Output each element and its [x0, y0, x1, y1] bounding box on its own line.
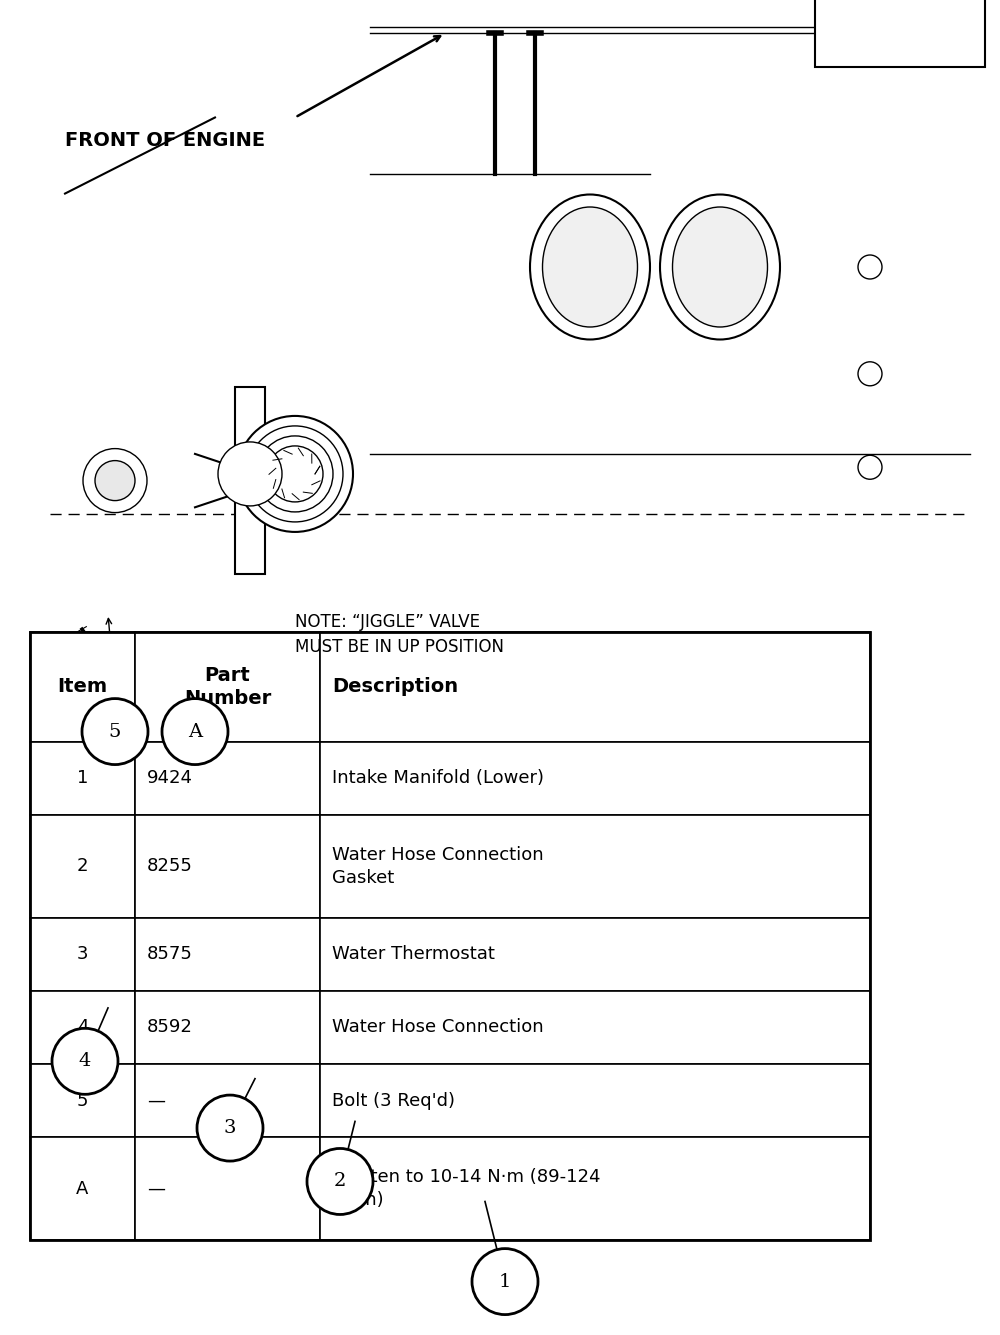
Ellipse shape [542, 207, 638, 327]
Text: 8255: 8255 [147, 857, 193, 876]
Polygon shape [55, 890, 195, 1069]
Bar [135, 1137, 320, 1240]
Text: Water Hose Connection: Water Hose Connection [332, 1019, 544, 1036]
Text: 2: 2 [334, 1172, 346, 1191]
Circle shape [858, 362, 882, 386]
Circle shape [237, 417, 353, 531]
Bar [320, 814, 870, 918]
Text: Item: Item [57, 677, 108, 697]
Circle shape [267, 446, 323, 502]
Bar [320, 918, 870, 991]
Text: 8575: 8575 [147, 945, 193, 964]
Circle shape [307, 1148, 373, 1215]
Text: Tighten to 10-14 N·m (89-124
Lb-In): Tighten to 10-14 N·m (89-124 Lb-In) [332, 1168, 600, 1210]
Bar [320, 1064, 870, 1137]
Circle shape [858, 455, 882, 479]
Ellipse shape [530, 195, 650, 339]
Bar [135, 991, 320, 1064]
Text: Intake Manifold (Lower): Intake Manifold (Lower) [332, 769, 544, 788]
Text: 4: 4 [77, 1019, 88, 1036]
Bar [135, 814, 320, 918]
Circle shape [257, 437, 333, 511]
Text: 1: 1 [499, 1272, 511, 1291]
Bar [30, 631, 870, 1240]
Text: FRONT OF ENGINE: FRONT OF ENGINE [65, 131, 265, 150]
Text: A: A [76, 1180, 89, 1197]
Bar [235, 387, 265, 574]
Bar [30, 1137, 135, 1240]
Bar [0, 0, 1000, 579]
Text: —: — [147, 1092, 165, 1109]
Circle shape [82, 698, 148, 765]
Bar [135, 1064, 320, 1137]
Text: 5: 5 [77, 1092, 88, 1109]
Ellipse shape [672, 207, 768, 327]
Text: 3: 3 [224, 1119, 236, 1137]
Text: 1: 1 [77, 769, 88, 788]
Bar [135, 918, 320, 991]
Text: Bolt (3 Req'd): Bolt (3 Req'd) [332, 1092, 455, 1109]
Text: 9424: 9424 [147, 769, 193, 788]
Text: 5: 5 [109, 722, 121, 741]
Text: 2: 2 [77, 857, 88, 876]
Circle shape [858, 255, 882, 279]
Bar [320, 742, 870, 814]
Bar [320, 631, 870, 742]
Circle shape [218, 442, 282, 506]
Circle shape [83, 449, 147, 513]
Bar [30, 631, 135, 742]
Circle shape [247, 426, 343, 522]
Circle shape [162, 698, 228, 765]
Text: 8592: 8592 [147, 1019, 193, 1036]
Text: Part
Number: Part Number [184, 666, 271, 709]
Text: NOTE: “JIGGLE” VALVE
MUST BE IN UP POSITION: NOTE: “JIGGLE” VALVE MUST BE IN UP POSIT… [295, 613, 504, 655]
Bar [320, 1137, 870, 1240]
Bar [135, 742, 320, 814]
Circle shape [472, 1248, 538, 1315]
Bar [30, 814, 135, 918]
Text: 4: 4 [79, 1052, 91, 1071]
Text: Water Thermostat: Water Thermostat [332, 945, 495, 964]
Text: 3: 3 [77, 945, 88, 964]
Bar [30, 742, 135, 814]
Text: Water Hose Connection
Gasket: Water Hose Connection Gasket [332, 846, 544, 886]
Ellipse shape [660, 195, 780, 339]
Bar [135, 631, 320, 742]
Text: Description: Description [332, 677, 458, 697]
Circle shape [52, 1028, 118, 1095]
Circle shape [95, 461, 135, 501]
Text: —: — [147, 1180, 165, 1197]
Bar [320, 991, 870, 1064]
Bar [30, 1064, 135, 1137]
Bar [30, 918, 135, 991]
Bar [30, 991, 135, 1064]
Text: A: A [188, 722, 202, 741]
Bar [815, 0, 985, 67]
Circle shape [197, 1095, 263, 1161]
